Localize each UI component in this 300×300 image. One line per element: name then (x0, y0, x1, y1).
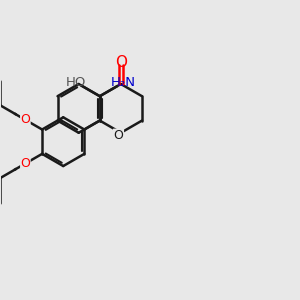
Text: O: O (20, 157, 30, 170)
Text: O: O (20, 113, 30, 126)
Text: HO: HO (66, 76, 86, 89)
Text: H₂N: H₂N (111, 76, 136, 89)
Text: O: O (115, 55, 127, 70)
Text: O: O (114, 129, 123, 142)
